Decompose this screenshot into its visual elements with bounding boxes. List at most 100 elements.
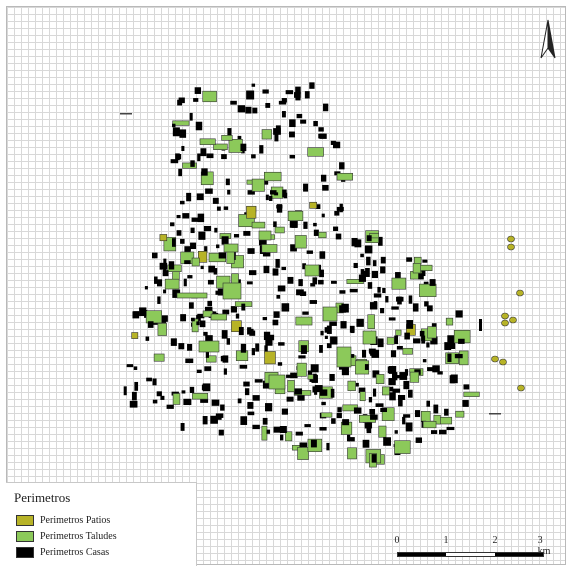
map-feature: [238, 326, 244, 336]
map-feature: [163, 237, 177, 252]
map-feature: [389, 386, 394, 392]
map-feature: [200, 265, 204, 270]
map-feature: [252, 424, 260, 430]
map-feature: [180, 423, 185, 431]
map-feature: [406, 320, 414, 329]
map-feature: [463, 391, 480, 397]
map-feature: [172, 270, 180, 281]
map-feature: [297, 392, 305, 401]
map-feature: [331, 418, 336, 424]
map-feature: [360, 269, 365, 275]
map-feature: [222, 282, 242, 300]
map-feature: [186, 192, 192, 202]
map-feature: [259, 145, 264, 154]
map-feature: [449, 340, 456, 349]
map-feature: [240, 343, 247, 353]
map-feature: [307, 374, 314, 380]
map-feature: [221, 154, 227, 160]
map-feature: [339, 290, 346, 294]
map-feature: [507, 235, 515, 243]
map-feature: [181, 390, 186, 394]
map-feature: [279, 426, 287, 434]
map-feature: [189, 386, 195, 393]
legend-item-taludes: Perimetros Taludes: [16, 529, 117, 543]
map-feature: [160, 315, 168, 322]
map-feature: [298, 279, 303, 287]
map-feature: [273, 221, 277, 228]
map-feature: [336, 172, 353, 181]
map-feature: [351, 237, 358, 247]
map-frame[interactable]: [6, 6, 566, 565]
map-feature: [274, 226, 285, 234]
map-feature: [262, 252, 271, 257]
map-feature: [210, 313, 227, 321]
map-feature: [132, 311, 140, 319]
map-feature: [371, 454, 377, 463]
map-feature: [437, 371, 443, 375]
legend-title: Perimetros: [14, 490, 71, 505]
map-feature: [269, 334, 275, 341]
map-feature: [383, 437, 391, 446]
map-feature: [298, 355, 306, 359]
map-feature: [294, 235, 307, 249]
map-feature: [307, 147, 324, 157]
map-feature: [156, 279, 163, 287]
map-feature: [226, 338, 231, 345]
map-feature: [419, 283, 437, 297]
map-feature: [207, 279, 214, 285]
map-feature: [178, 343, 185, 350]
map-feature: [403, 414, 411, 418]
map-feature: [319, 269, 324, 278]
map-feature: [431, 323, 437, 329]
map-feature: [168, 261, 175, 270]
map-feature: [163, 258, 167, 265]
map-feature: [190, 160, 195, 167]
map-feature: [152, 399, 158, 404]
map-feature: [409, 371, 420, 383]
map-feature: [365, 267, 370, 277]
map-feature: [303, 183, 309, 192]
map-feature: [394, 440, 411, 454]
map-feature: [319, 251, 326, 259]
map-feature: [507, 243, 515, 251]
map-feature: [390, 350, 397, 358]
map-feature: [293, 390, 312, 396]
map-feature: [455, 310, 463, 318]
map-feature: [199, 138, 216, 145]
map-feature: [370, 414, 378, 420]
map-feature: [450, 374, 458, 384]
map-feature: [218, 252, 227, 259]
map-feature: [364, 364, 369, 370]
map-feature: [172, 127, 180, 137]
map-feature: [420, 410, 431, 423]
map-feature: [430, 430, 438, 434]
map-feature: [163, 289, 167, 294]
map-feature: [322, 184, 329, 191]
map-feature: [395, 329, 402, 336]
map-feature: [191, 217, 199, 222]
map-feature: [247, 402, 254, 409]
map-feature: [237, 105, 246, 113]
scale-tick-0: 0: [394, 535, 400, 546]
map-feature: [265, 403, 273, 412]
map-feature: [366, 235, 372, 242]
map-feature: [131, 332, 139, 339]
map-feature: [321, 401, 326, 406]
map-feature: [198, 340, 220, 353]
map-feature: [207, 300, 213, 307]
map-feature: [319, 345, 323, 353]
map-feature: [222, 355, 229, 363]
map-feature: [412, 263, 421, 274]
map-feature: [326, 442, 330, 451]
map-feature: [422, 259, 428, 263]
map-feature: [162, 270, 169, 277]
map-feature: [283, 192, 288, 199]
map-feature: [258, 239, 267, 246]
map-feature: [438, 429, 447, 435]
map-feature: [247, 411, 255, 416]
map-feature: [179, 129, 187, 138]
map-feature: [336, 412, 342, 419]
map-feature: [251, 154, 256, 159]
map-feature: [235, 313, 240, 319]
map-feature: [192, 393, 209, 400]
